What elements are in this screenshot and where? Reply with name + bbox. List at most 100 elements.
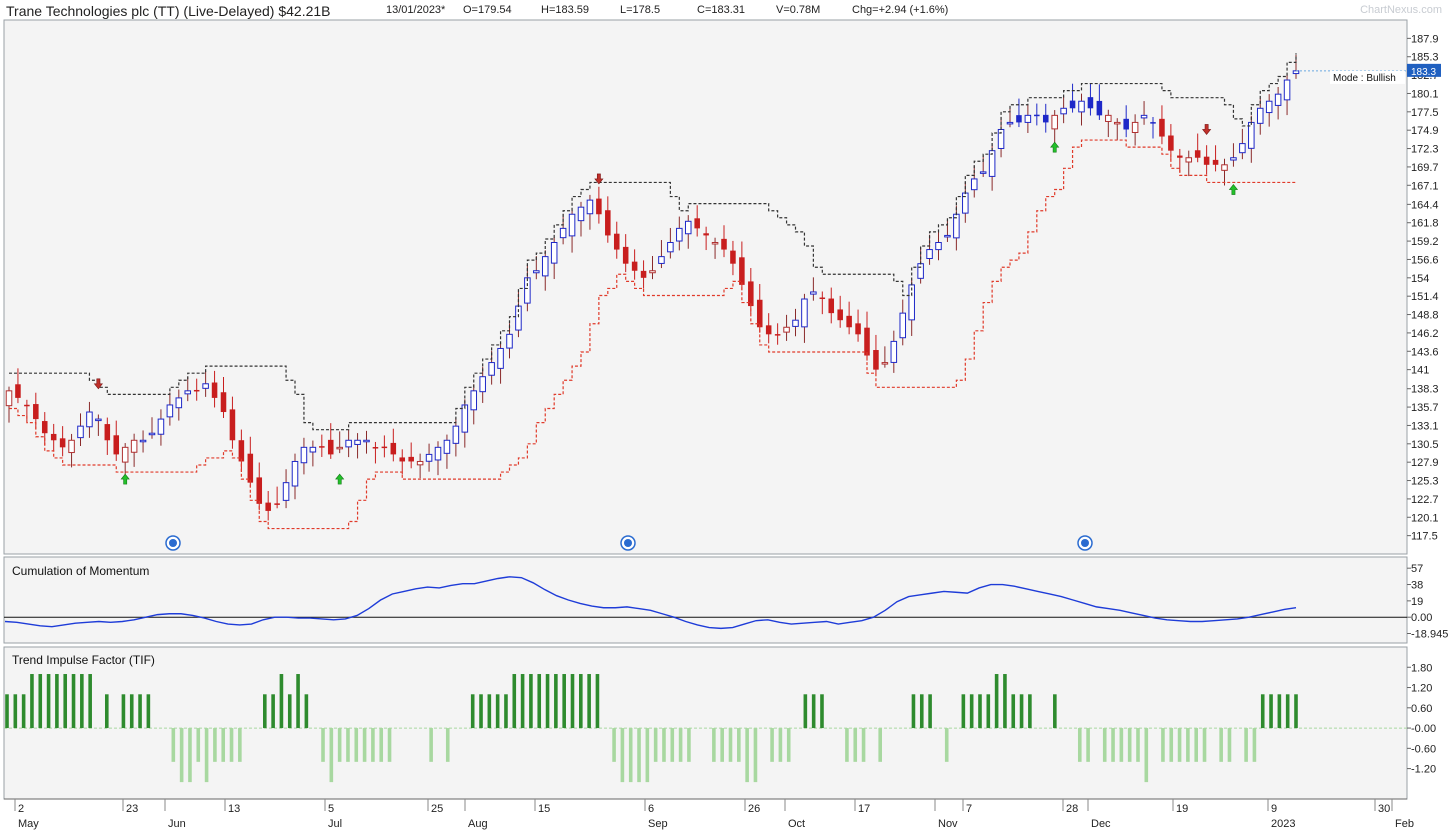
candle <box>300 437 308 475</box>
candle <box>1159 105 1165 145</box>
candle <box>1239 128 1246 160</box>
candle <box>104 417 111 455</box>
candle-body <box>229 409 236 441</box>
candle-body <box>1024 114 1032 123</box>
buy-arrow <box>335 473 345 485</box>
candle <box>1042 103 1049 133</box>
tif-bar <box>30 674 34 729</box>
candle-body <box>622 246 629 264</box>
candle-body <box>24 404 30 407</box>
tif-bar <box>1194 728 1199 762</box>
last-price-badge <box>1407 63 1441 77</box>
candle-body <box>113 435 120 455</box>
tif-bar <box>504 694 508 729</box>
y-tick-label: 185.3 <box>1411 52 1439 64</box>
y-tick-label: 151.4 <box>1411 291 1439 303</box>
candle-body <box>1185 157 1193 163</box>
candle <box>613 221 620 259</box>
candle <box>765 313 772 344</box>
candle-body <box>1203 156 1210 165</box>
candle <box>1034 103 1040 126</box>
candle <box>1140 101 1148 125</box>
candle <box>703 226 709 251</box>
candle-body <box>667 242 674 253</box>
candle-body <box>1034 114 1040 117</box>
candle <box>68 433 75 468</box>
candle-body <box>649 270 656 274</box>
candle <box>550 237 558 280</box>
candle <box>873 334 879 376</box>
candle-body <box>15 384 21 398</box>
candle <box>309 440 317 467</box>
candle <box>1256 98 1264 135</box>
candle-body <box>506 333 513 349</box>
candle <box>1087 83 1094 116</box>
candle-body <box>944 234 951 238</box>
candle <box>399 449 406 475</box>
candle <box>926 234 933 265</box>
tif-bar <box>878 728 882 762</box>
candle-body <box>336 446 343 450</box>
candle <box>1177 148 1183 173</box>
tif-bar <box>487 694 492 729</box>
candle-body <box>935 242 942 251</box>
candle-body <box>1140 114 1148 119</box>
y-tick-label: 177.5 <box>1411 107 1439 119</box>
candle-body <box>461 404 469 433</box>
candle-body <box>586 199 594 215</box>
candle <box>1150 117 1156 139</box>
y-tick-label: 127.9 <box>1411 457 1439 469</box>
candle <box>1131 114 1139 146</box>
tif-bar <box>445 728 450 762</box>
tif-bar <box>737 728 741 762</box>
y-tick-label: 148.8 <box>1411 310 1439 322</box>
tif-bar <box>803 694 808 729</box>
candle <box>130 433 138 467</box>
candle-body <box>801 298 808 328</box>
candle <box>59 426 66 457</box>
tif-bar <box>229 728 234 762</box>
x-tick-day: 6 <box>648 803 654 815</box>
candle-body <box>1194 150 1201 158</box>
tif-bar <box>1119 728 1124 762</box>
tif-bar <box>570 674 575 729</box>
candle-body <box>541 256 549 277</box>
tif-bar <box>845 728 849 762</box>
tif-bar <box>545 674 550 729</box>
candle-body <box>130 439 138 453</box>
candle-body <box>175 397 183 409</box>
x-tick-month: Aug <box>468 818 488 830</box>
candle <box>345 429 352 458</box>
candle <box>86 401 93 438</box>
candle-body <box>193 389 200 392</box>
candle-body <box>684 220 692 235</box>
y-tick-label: 117.5 <box>1411 531 1438 543</box>
tif-bar <box>678 728 683 762</box>
tif-bar <box>5 694 9 729</box>
candle-body <box>881 362 889 365</box>
candle-body <box>979 171 987 174</box>
tif-bar <box>1186 728 1190 762</box>
candle <box>211 370 218 408</box>
tif-bar <box>479 694 483 729</box>
candle <box>15 368 21 404</box>
candle-body <box>86 411 93 428</box>
momentum-line <box>4 576 1297 630</box>
candle-body <box>77 425 84 439</box>
tif-bar <box>512 674 517 729</box>
candle-body <box>1078 100 1085 113</box>
tif-bar <box>620 728 625 783</box>
tif-bar <box>537 674 542 729</box>
candle-body <box>1087 97 1094 109</box>
tif-bar <box>529 674 533 729</box>
candle <box>220 377 227 418</box>
candle-body <box>452 425 460 444</box>
tif-bar <box>88 674 92 729</box>
candle-body <box>1060 107 1067 115</box>
tif-bar <box>1277 694 1282 729</box>
candle-body <box>605 210 611 236</box>
candle <box>363 430 370 454</box>
candle-body <box>640 270 647 278</box>
candle <box>416 453 424 479</box>
